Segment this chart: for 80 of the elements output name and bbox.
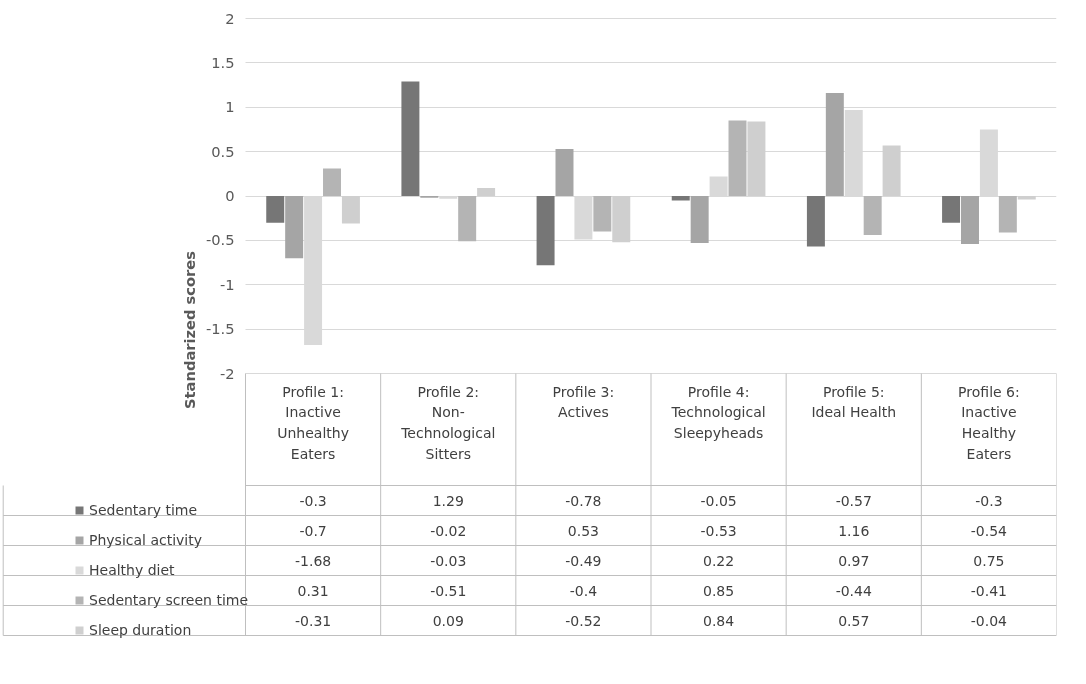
- data-label: -0.04: [970, 612, 1008, 629]
- data-label: -0.4: [569, 582, 598, 599]
- legend-label: Sleep duration: [89, 620, 192, 640]
- bar: [690, 196, 709, 244]
- bar: [536, 196, 555, 266]
- y-tick-label: -0.5: [205, 231, 235, 249]
- x-tick-label: Profile 2: Non-Technological Sitters: [400, 383, 496, 462]
- y-tick-label: 0.5: [211, 142, 235, 160]
- data-label: 1.16: [838, 522, 870, 539]
- data-label: -0.3: [975, 492, 1003, 509]
- data-label: 0.84: [703, 612, 735, 629]
- data-label: 0.53: [567, 522, 599, 539]
- y-axis-title: Standarized scores: [180, 250, 198, 409]
- data-label: -0.05: [700, 492, 737, 509]
- data-label: -0.52: [565, 612, 602, 629]
- bar: [439, 196, 458, 199]
- bar: [961, 196, 979, 244]
- data-label: 0.75: [973, 552, 1005, 569]
- x-tick-label: Profile 4: Technological Sleepyheads: [670, 383, 766, 442]
- data-label: 0.09: [432, 612, 464, 629]
- data-label: -0.41: [970, 582, 1008, 599]
- bar: [477, 188, 496, 196]
- data-label: 0.22: [703, 552, 735, 569]
- bar: [555, 148, 574, 196]
- bar: [304, 196, 323, 346]
- bar: [709, 176, 728, 196]
- x-tick-label: Profile 1: Inactive Unhealthy Eaters: [277, 383, 349, 462]
- bar: [401, 81, 420, 196]
- data-label: -0.78: [565, 492, 602, 509]
- bar: [285, 196, 304, 259]
- bar: [863, 196, 882, 236]
- data-label: 0.97: [838, 552, 870, 569]
- bar: [612, 196, 631, 243]
- bar: [844, 109, 863, 196]
- data-label: -1.68: [294, 552, 332, 569]
- data-label: -0.53: [700, 522, 737, 539]
- data-label: -0.02: [430, 522, 467, 539]
- bar: [806, 196, 825, 247]
- data-label: -0.31: [294, 612, 332, 629]
- bar: [593, 196, 612, 232]
- bar: [998, 196, 1017, 233]
- y-tick-label: -1: [219, 275, 235, 293]
- y-tick-label: -1.5: [205, 320, 235, 338]
- data-label: -0.03: [430, 552, 467, 569]
- bar: [671, 196, 690, 201]
- bar: [458, 196, 477, 242]
- y-tick-label: 1.5: [211, 53, 235, 71]
- y-tick-label: 2: [225, 9, 235, 27]
- data-label: 0.31: [297, 582, 329, 599]
- x-tick-label: Profile 5: Ideal Health: [811, 383, 897, 421]
- data-label: -0.3: [299, 492, 327, 509]
- bar: [728, 120, 747, 196]
- y-tick-label: 0: [225, 187, 235, 204]
- x-tick-label: Profile 6: Inactive Healthy Eaters: [958, 383, 1020, 462]
- legend-label: Sedentary screen time: [89, 590, 249, 610]
- bar: [979, 129, 998, 196]
- data-label: -0.54: [970, 522, 1008, 539]
- data-label: -0.51: [430, 582, 467, 599]
- x-tick-label: Profile 3: Actives: [552, 383, 615, 421]
- legend-label: Healthy diet: [89, 560, 175, 580]
- bar: [323, 168, 341, 196]
- data-label: 0.85: [703, 582, 735, 599]
- bar: [341, 196, 360, 224]
- bar: [266, 196, 285, 223]
- bar: [747, 121, 766, 196]
- data-label: -0.44: [835, 582, 872, 599]
- data-label: -0.49: [565, 552, 602, 569]
- data-label: -0.57: [835, 492, 872, 509]
- legend-label: Physical activity: [89, 530, 203, 550]
- bar: [1017, 196, 1036, 200]
- data-label: -0.7: [299, 522, 327, 539]
- y-tick-label: 1: [225, 98, 235, 116]
- bar: [574, 196, 593, 240]
- bar: [882, 145, 901, 196]
- legend-label: Sedentary time: [89, 500, 198, 520]
- data-label: 0.57: [838, 612, 870, 629]
- data-label: 1.29: [432, 492, 464, 509]
- bar: [942, 196, 961, 223]
- bar: [825, 93, 844, 196]
- y-tick-label: -2: [219, 364, 235, 382]
